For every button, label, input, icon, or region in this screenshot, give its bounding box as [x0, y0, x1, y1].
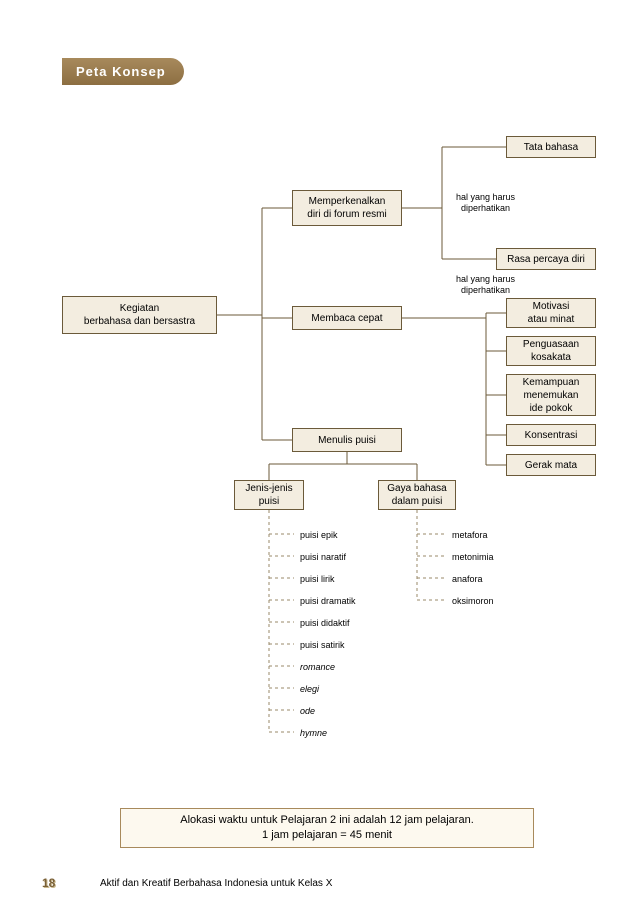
- jenis-item: puisi naratif: [300, 552, 346, 562]
- jenis-item: hymne: [300, 728, 327, 738]
- node-n1: Memperkenalkandiri di forum resmi: [292, 190, 402, 226]
- gaya-item: oksimoron: [452, 596, 494, 606]
- node-n2c: Kemampuanmenemukanide pokok: [506, 374, 596, 416]
- jenis-item: puisi didaktif: [300, 618, 350, 628]
- jenis-item: puisi satirik: [300, 640, 345, 650]
- alloc-line2: 1 jam pelajaran = 45 menit: [262, 828, 392, 843]
- alloc-line1: Alokasi waktu untuk Pelajaran 2 ini adal…: [180, 813, 474, 828]
- jenis-item: puisi epik: [300, 530, 338, 540]
- jenis-item: ode: [300, 706, 315, 716]
- gaya-item: metonimia: [452, 552, 494, 562]
- jenis-item: elegi: [300, 684, 319, 694]
- gaya-item: anafora: [452, 574, 483, 584]
- node-j: Jenis-jenispuisi: [234, 480, 304, 510]
- allocation-box: Alokasi waktu untuk Pelajaran 2 ini adal…: [120, 808, 534, 848]
- node-n2: Membaca cepat: [292, 306, 402, 330]
- label-l1: hal yang harusdiperhatikan: [456, 192, 515, 214]
- node-root: Kegiatanberbahasa dan bersastra: [62, 296, 217, 334]
- page-number: 18: [42, 876, 55, 890]
- jenis-item: puisi dramatik: [300, 596, 356, 606]
- node-n2d: Konsentrasi: [506, 424, 596, 446]
- node-n1a: Tata bahasa: [506, 136, 596, 158]
- gaya-item: metafora: [452, 530, 488, 540]
- label-l2: hal yang harusdiperhatikan: [456, 274, 515, 296]
- jenis-item: puisi lirik: [300, 574, 335, 584]
- node-n2b: Penguasaankosakata: [506, 336, 596, 366]
- node-n3: Menulis puisi: [292, 428, 402, 452]
- footer-text: Aktif dan Kreatif Berbahasa Indonesia un…: [100, 878, 332, 889]
- concept-map: Kegiatanberbahasa dan bersastra Memperken…: [62, 100, 596, 780]
- node-n2a: Motivasiatau minat: [506, 298, 596, 328]
- node-n2e: Gerak mata: [506, 454, 596, 476]
- node-g: Gaya bahasadalam puisi: [378, 480, 456, 510]
- node-n1b: Rasa percaya diri: [496, 248, 596, 270]
- jenis-item: romance: [300, 662, 335, 672]
- header-tab: Peta Konsep: [62, 58, 184, 85]
